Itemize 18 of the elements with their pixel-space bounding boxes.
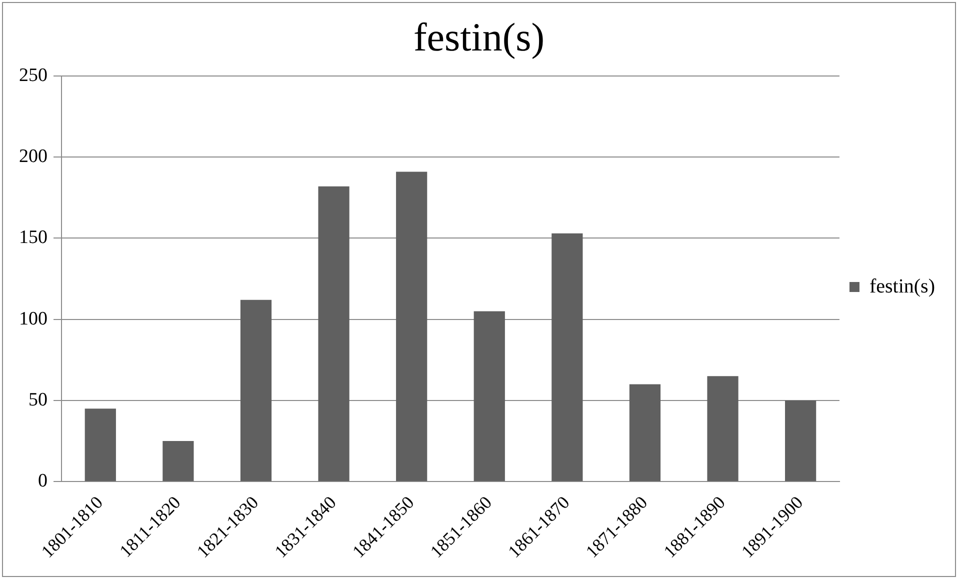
bar xyxy=(318,186,350,482)
y-tick-label: 150 xyxy=(19,227,48,248)
chart-title: festin(s) xyxy=(413,14,545,60)
bar xyxy=(552,233,583,482)
bar xyxy=(240,300,272,482)
y-tick-label: 50 xyxy=(28,389,48,410)
bar xyxy=(629,384,661,482)
y-tick-label: 200 xyxy=(19,146,48,168)
y-tick-label: 100 xyxy=(19,308,48,330)
bar xyxy=(474,311,505,482)
bar xyxy=(396,172,428,482)
bar xyxy=(162,441,194,482)
y-tick-label: 250 xyxy=(19,64,48,86)
bar xyxy=(707,376,738,482)
bar xyxy=(785,400,816,482)
legend-label: festin(s) xyxy=(869,275,936,298)
y-tick-label: 0 xyxy=(38,470,48,492)
bar xyxy=(84,408,116,482)
